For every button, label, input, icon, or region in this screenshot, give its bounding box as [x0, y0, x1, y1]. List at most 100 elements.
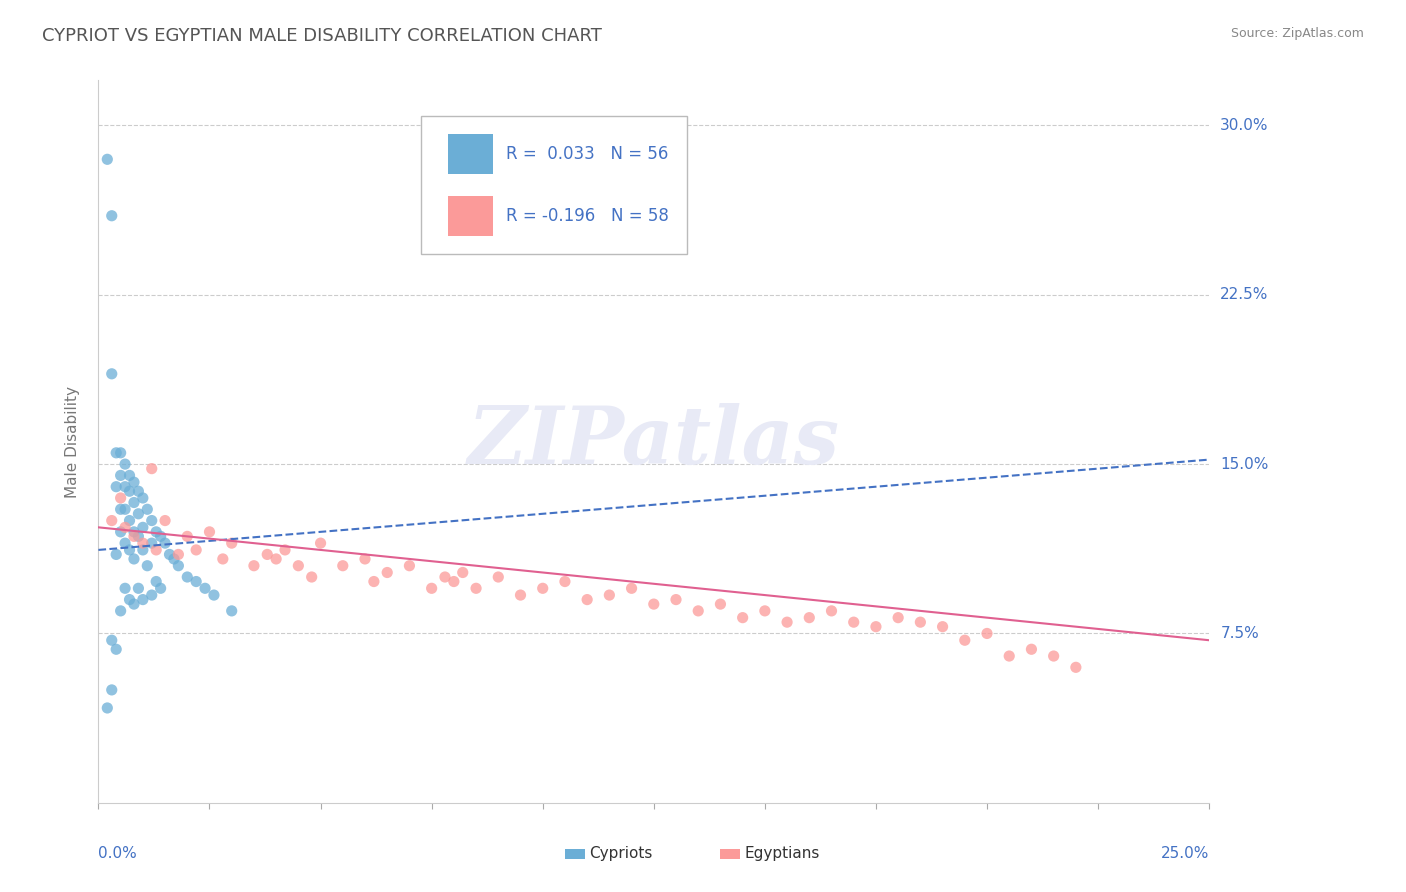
Point [953, 633, 976, 648]
Point [153, 514, 176, 528]
Point [96, 153, 118, 167]
Point [96, 701, 118, 715]
Point [105, 480, 128, 494]
Point [332, 558, 354, 573]
Point [167, 558, 190, 573]
Point [264, 552, 287, 566]
FancyBboxPatch shape [420, 117, 688, 253]
Point [665, 592, 688, 607]
Point [149, 529, 172, 543]
Bar [565, 849, 585, 859]
Point [754, 604, 776, 618]
Point [114, 582, 136, 596]
Point [114, 502, 136, 516]
Point [221, 536, 243, 550]
Point [709, 597, 731, 611]
Point [198, 524, 221, 539]
Point [100, 209, 122, 223]
Point [105, 446, 128, 460]
Point [194, 582, 217, 596]
Point [1064, 660, 1087, 674]
Point [976, 626, 998, 640]
Point [531, 582, 554, 596]
Point [110, 491, 132, 505]
Point [243, 558, 266, 573]
Point [110, 604, 132, 618]
Y-axis label: Male Disability: Male Disability [65, 385, 80, 498]
Point [221, 604, 243, 618]
Point [363, 574, 385, 589]
Point [118, 542, 141, 557]
Point [554, 574, 576, 589]
Point [114, 457, 136, 471]
Point [110, 468, 132, 483]
Bar [449, 135, 492, 174]
Text: 22.5%: 22.5% [1220, 287, 1268, 302]
Point [731, 610, 754, 624]
Point [122, 529, 145, 543]
Point [274, 542, 297, 557]
Point [127, 484, 149, 499]
Point [420, 582, 443, 596]
Text: R =  0.033   N = 56: R = 0.033 N = 56 [506, 145, 668, 163]
Point [301, 570, 323, 584]
Bar [720, 849, 741, 859]
Point [486, 570, 509, 584]
Point [576, 592, 599, 607]
Text: CYPRIOT VS EGYPTIAN MALE DISABILITY CORRELATION CHART: CYPRIOT VS EGYPTIAN MALE DISABILITY CORR… [42, 27, 602, 45]
Point [145, 524, 167, 539]
Text: ZIPatlas: ZIPatlas [468, 403, 839, 480]
Point [256, 548, 278, 562]
Point [114, 536, 136, 550]
Point [865, 620, 887, 634]
Point [149, 582, 172, 596]
Text: 30.0%: 30.0% [1220, 118, 1268, 133]
Point [100, 682, 122, 697]
Point [114, 480, 136, 494]
Point [443, 574, 465, 589]
Text: Source: ZipAtlas.com: Source: ZipAtlas.com [1230, 27, 1364, 40]
Point [776, 615, 799, 630]
Point [153, 536, 176, 550]
Text: 15.0%: 15.0% [1220, 457, 1268, 472]
Point [887, 610, 910, 624]
Point [127, 507, 149, 521]
Point [118, 468, 141, 483]
Point [176, 570, 198, 584]
Point [141, 514, 163, 528]
Point [122, 475, 145, 490]
Point [127, 529, 149, 543]
Point [842, 615, 865, 630]
Point [509, 588, 531, 602]
Point [202, 588, 225, 602]
Point [167, 548, 190, 562]
Point [287, 558, 309, 573]
Point [141, 536, 163, 550]
Point [375, 566, 398, 580]
Point [451, 566, 474, 580]
Point [132, 491, 155, 505]
Text: Egyptians: Egyptians [745, 846, 820, 861]
Point [105, 642, 128, 657]
Point [132, 536, 155, 550]
Point [598, 588, 620, 602]
Point [145, 542, 167, 557]
Point [820, 604, 842, 618]
Point [176, 529, 198, 543]
Text: R = -0.196   N = 58: R = -0.196 N = 58 [506, 207, 669, 225]
Point [122, 597, 145, 611]
Point [100, 633, 122, 648]
Point [122, 552, 145, 566]
Point [114, 520, 136, 534]
Text: 25.0%: 25.0% [1161, 847, 1209, 861]
Point [186, 574, 208, 589]
Point [110, 524, 132, 539]
Point [118, 514, 141, 528]
Point [931, 620, 953, 634]
Point [127, 582, 149, 596]
Text: 0.0%: 0.0% [98, 847, 138, 861]
Point [122, 495, 145, 509]
Point [118, 592, 141, 607]
Point [998, 648, 1021, 663]
Point [1021, 642, 1043, 657]
